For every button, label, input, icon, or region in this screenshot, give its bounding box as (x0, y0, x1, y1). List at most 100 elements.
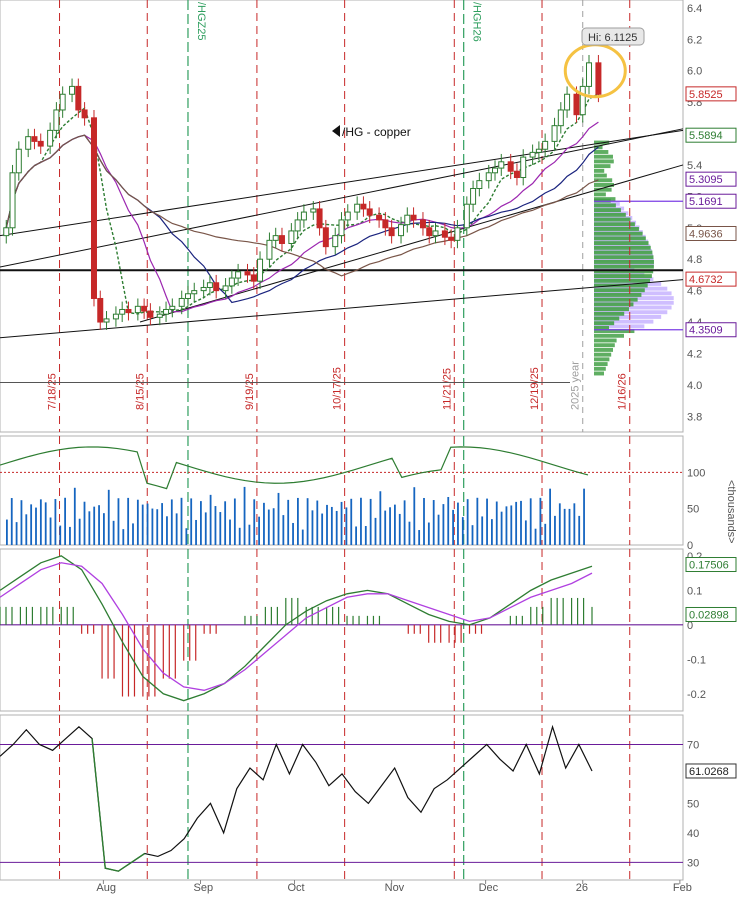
volume-bar (49, 517, 52, 545)
volume-bar (122, 529, 125, 545)
volume-profile-bar (594, 245, 651, 250)
roll-label: /HGH26 (471, 2, 483, 42)
volume-bar (253, 499, 256, 545)
volume-bar (229, 519, 231, 545)
candle-body (441, 230, 448, 238)
volume-profile-bar (594, 168, 605, 173)
volume-bar (146, 503, 149, 545)
volume-bar (432, 500, 435, 545)
volume-profile-bar (594, 366, 606, 371)
candle-body (103, 318, 110, 323)
volume-bar (355, 526, 357, 545)
volume-profile-bar (594, 269, 654, 274)
candle-body (9, 172, 16, 229)
x-tick-label: Oct (288, 882, 305, 894)
macd-value-label: 0.17506 (685, 557, 737, 573)
candle-body (156, 313, 163, 318)
candle-body (398, 224, 405, 237)
price-label-box (685, 225, 737, 241)
volume-profile-bar (594, 203, 616, 208)
volume-bar (258, 516, 260, 545)
candle-body (354, 203, 361, 213)
volume-bar (306, 498, 309, 545)
volume-profile-bar (594, 324, 645, 329)
volume-profile-bar (594, 283, 648, 288)
volume-bar (78, 518, 81, 545)
candle-body (322, 227, 329, 248)
price-label-text: 4.9636 (689, 228, 723, 240)
volume-bar (301, 529, 304, 545)
volume-profile-bar (594, 208, 621, 213)
volume-bar (238, 527, 241, 545)
volume-profile-bar (594, 371, 604, 376)
y-tick-label: 4.6 (687, 286, 702, 298)
rsi-value-box (685, 763, 737, 779)
candle-body (573, 93, 580, 116)
volume-bar (316, 500, 319, 545)
volume-profile-bar (594, 316, 620, 321)
panel-frame-price (0, 0, 684, 433)
candle-body (476, 180, 483, 190)
volume-bar (360, 497, 362, 545)
volume-bar (369, 498, 372, 545)
candle-body (15, 148, 22, 174)
volume-bar (394, 504, 396, 545)
candle-body (332, 235, 339, 248)
roll-label: /HGZ25 (195, 2, 207, 41)
candle-body (147, 310, 154, 318)
volume-profile-bar (594, 347, 613, 352)
volume-profile-bar (594, 297, 638, 302)
candle-body (419, 219, 426, 229)
candle-body (206, 282, 213, 288)
macd-value-box (685, 606, 737, 622)
volume-bar (403, 500, 406, 545)
volume-bar (166, 516, 168, 545)
volume-bar (180, 497, 183, 545)
volume-bar (437, 514, 440, 545)
x-tick-label: Dec (479, 882, 499, 894)
volume-profile-bar (594, 338, 617, 343)
price-label: 4.6732 (685, 271, 737, 287)
price-label-box (685, 171, 737, 187)
price-label: 5.3095 (685, 171, 737, 187)
volume-profile-bar (594, 292, 642, 297)
y-tick-label: 30 (687, 857, 699, 869)
volume-bar (151, 508, 154, 545)
volume-bar (185, 528, 188, 545)
volume-bar (88, 511, 91, 545)
volume-bar (25, 514, 28, 545)
volume-bar (476, 497, 479, 545)
volume-bar (175, 513, 178, 545)
y-tick-label: 6.0 (687, 66, 702, 78)
y-tick-label: 50 (687, 504, 699, 516)
volume-profile-bar (594, 212, 626, 217)
expiry-label: 11/21/25 (441, 368, 453, 410)
candle-body (485, 172, 492, 182)
rsi-oversold-segment (91, 738, 146, 872)
candle-body (376, 214, 383, 221)
volume-bar (219, 512, 222, 545)
volume-profile-bar (594, 226, 639, 231)
volume-bar (554, 515, 556, 545)
volume-bar (466, 499, 469, 545)
volume-bar (20, 500, 23, 545)
candle-body (310, 208, 317, 213)
volume-bar (544, 523, 547, 545)
candle-body (432, 230, 439, 237)
high-label-text: Hi: 6.1125 (588, 32, 637, 44)
candle-body (448, 236, 455, 241)
volume-bar (103, 513, 105, 545)
volume-profile-bar (594, 305, 672, 310)
volume-profile-bar (594, 236, 646, 241)
volume-bar (170, 499, 173, 545)
volume-profile-bar (594, 311, 625, 316)
candle-body (426, 227, 433, 237)
volume-bar (214, 506, 217, 545)
volume-bar (292, 522, 294, 545)
price-label-text: 4.3509 (689, 325, 723, 337)
volume-bar (277, 492, 280, 545)
volume-bar (64, 497, 66, 545)
candle-body (191, 290, 198, 295)
volume-profile-bar (594, 357, 610, 362)
